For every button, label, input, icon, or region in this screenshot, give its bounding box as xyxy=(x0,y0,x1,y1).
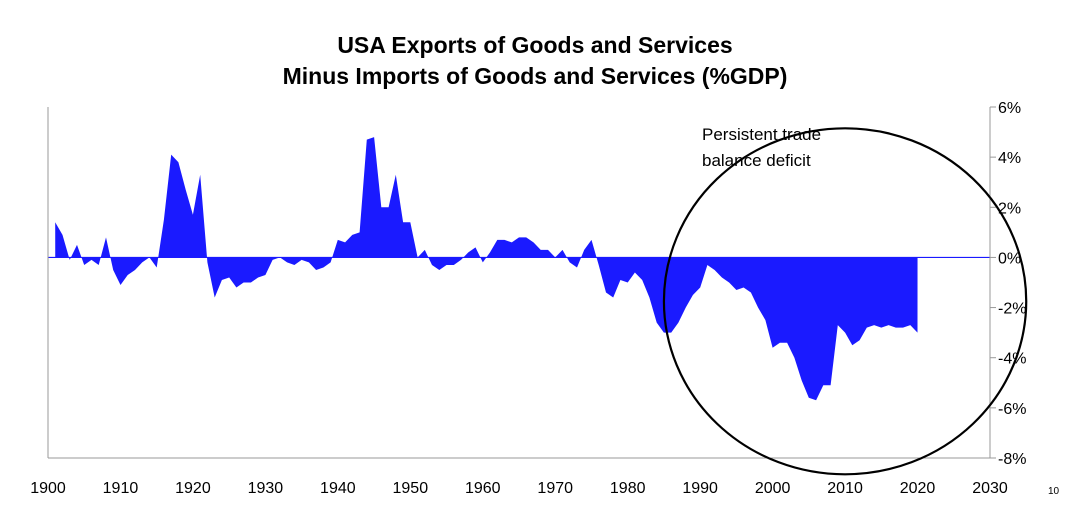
chart-title-line2: Minus Imports of Goods and Services (%GD… xyxy=(282,63,788,89)
y-tick-label: 0% xyxy=(998,250,1021,267)
y-tick-label: 2% xyxy=(998,200,1021,217)
y-tick-label: -4% xyxy=(998,351,1026,368)
y-tick-label: -6% xyxy=(998,401,1026,418)
net-exports-area xyxy=(55,137,918,401)
axes: 6% 4% 2% 0% -2% -4% -6% -8% 1900 1910 1920 1930 1940… xyxy=(30,100,1026,497)
chart-title-line1: USA Exports of Goods and Services xyxy=(337,32,733,58)
annotation-text-line1: Persistent trade xyxy=(702,125,821,144)
y-tick-label: 4% xyxy=(998,150,1021,167)
x-tick-label: 2010 xyxy=(827,480,863,497)
x-tick-label: 1900 xyxy=(30,480,66,497)
x-tick-label: 1980 xyxy=(610,480,646,497)
x-tick-label: 2030 xyxy=(972,480,1008,497)
annotation-ellipse xyxy=(662,127,1028,476)
x-tick-label: 1990 xyxy=(682,480,718,497)
y-tick-label: -8% xyxy=(998,451,1026,468)
annotation-text-line2: balance deficit xyxy=(702,151,811,170)
x-tick-label: 2020 xyxy=(900,480,936,497)
x-tick-label: 1910 xyxy=(103,480,139,497)
x-tick-label: 1930 xyxy=(248,480,284,497)
area-series xyxy=(48,137,990,401)
x-tick-label: 2000 xyxy=(755,480,791,497)
x-tick-label: 1950 xyxy=(393,480,429,497)
page-number: 10 xyxy=(1048,486,1060,497)
y-tick-label: 6% xyxy=(998,100,1021,117)
x-tick-label: 1960 xyxy=(465,480,501,497)
y-tick-label: -2% xyxy=(998,301,1026,318)
annotation: Persistent trade balance deficit xyxy=(662,125,1028,476)
x-tick-label: 1940 xyxy=(320,480,356,497)
x-tick-label: 1920 xyxy=(175,480,211,497)
x-tick-label: 1970 xyxy=(537,480,573,497)
